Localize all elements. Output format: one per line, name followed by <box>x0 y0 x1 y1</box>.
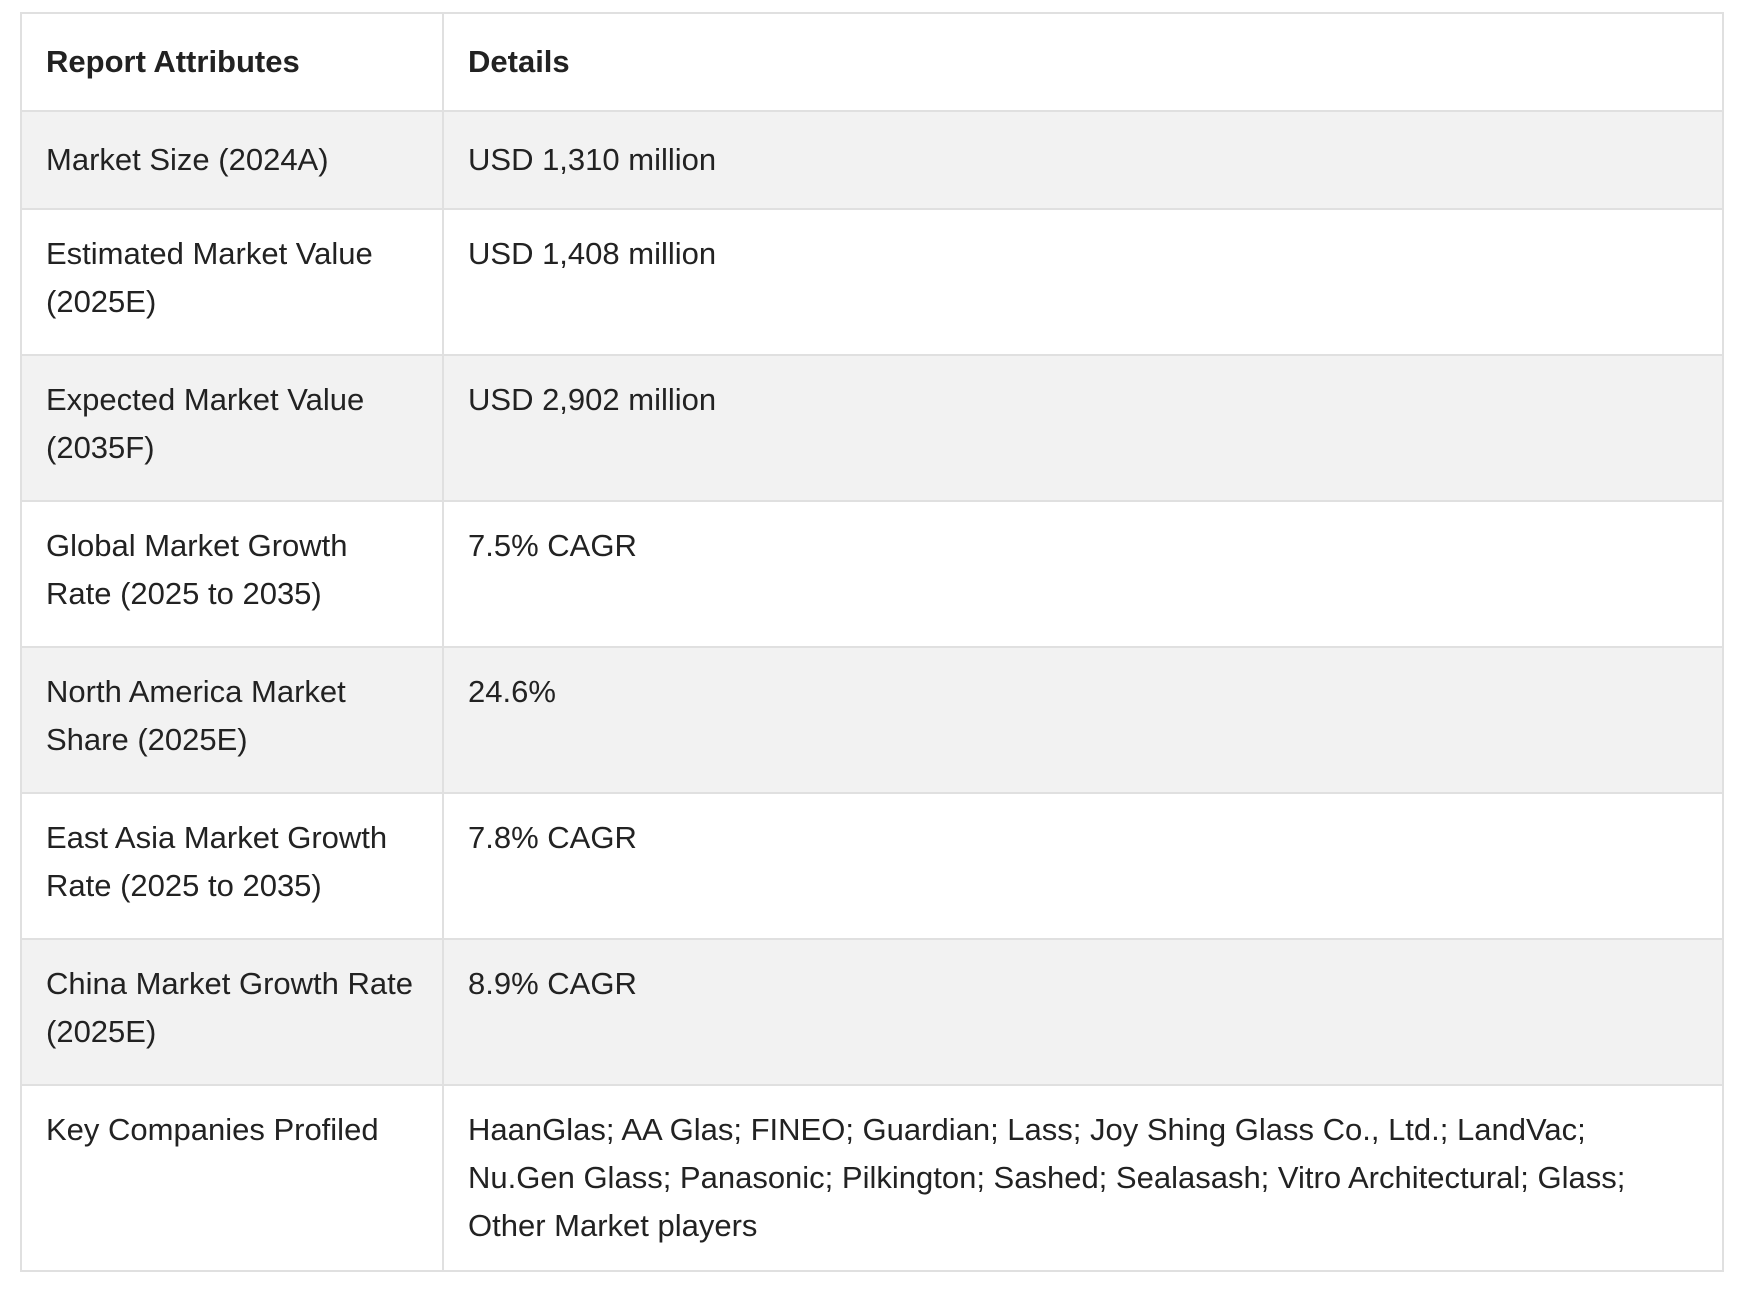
table-row: Estimated Market Value (2025E) USD 1,408… <box>20 208 1724 356</box>
detail-cell: USD 1,310 million <box>442 110 1724 210</box>
detail-cell: 8.9% CAGR <box>442 938 1724 1086</box>
attribute-cell: North America Market Share (2025E) <box>20 646 444 794</box>
attribute-cell: Key Companies Profiled <box>20 1084 444 1272</box>
table-header: Report Attributes Details <box>20 12 1724 112</box>
table-row: Expected Market Value (2035F) USD 2,902 … <box>20 354 1724 502</box>
attribute-cell: Estimated Market Value (2025E) <box>20 208 444 356</box>
table-row: East Asia Market Growth Rate (2025 to 20… <box>20 792 1724 940</box>
header-row: Report Attributes Details <box>20 12 1724 112</box>
table-row: Market Size (2024A) USD 1,310 million <box>20 110 1724 210</box>
detail-cell: USD 2,902 million <box>442 354 1724 502</box>
table-body: Market Size (2024A) USD 1,310 million Es… <box>20 110 1724 1272</box>
table-row: Key Companies Profiled HaanGlas; AA Glas… <box>20 1084 1724 1272</box>
detail-cell: 24.6% <box>442 646 1724 794</box>
table-row: Global Market Growth Rate (2025 to 2035)… <box>20 500 1724 648</box>
table-row: North America Market Share (2025E) 24.6% <box>20 646 1724 794</box>
detail-cell: 7.5% CAGR <box>442 500 1724 648</box>
detail-cell: USD 1,408 million <box>442 208 1724 356</box>
detail-cell: HaanGlas; AA Glas; FINEO; Guardian; Lass… <box>442 1084 1724 1272</box>
attribute-cell: China Market Growth Rate (2025E) <box>20 938 444 1086</box>
attribute-cell: East Asia Market Growth Rate (2025 to 20… <box>20 792 444 940</box>
detail-cell: 7.8% CAGR <box>442 792 1724 940</box>
report-attributes-table: Report Attributes Details Market Size (2… <box>20 12 1724 1272</box>
attribute-cell: Global Market Growth Rate (2025 to 2035) <box>20 500 444 648</box>
header-details: Details <box>442 12 1724 112</box>
attribute-cell: Market Size (2024A) <box>20 110 444 210</box>
table-row: China Market Growth Rate (2025E) 8.9% CA… <box>20 938 1724 1086</box>
report-attributes-table-container: Report Attributes Details Market Size (2… <box>20 12 1724 1272</box>
attribute-cell: Expected Market Value (2035F) <box>20 354 444 502</box>
header-report-attributes: Report Attributes <box>20 12 444 112</box>
